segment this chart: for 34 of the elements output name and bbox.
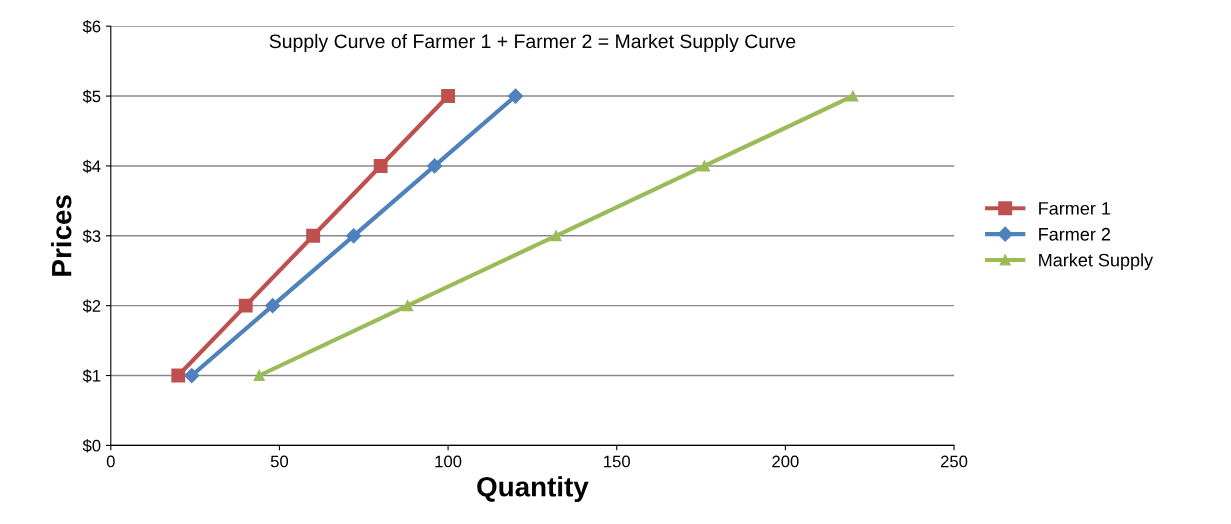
point xyxy=(373,158,388,173)
legend-label: Market Supply xyxy=(1039,253,1154,271)
chart-title: Supply Curve of Farmer 1 + Farmer 2 = Market Supply Curve xyxy=(269,33,796,53)
y-axis-title: Prices xyxy=(51,195,72,276)
point xyxy=(550,230,562,242)
point xyxy=(171,368,186,383)
y-tick-label: $1 xyxy=(82,369,101,383)
x-tick-label: 200 xyxy=(772,455,799,468)
legend-label: Farmer 2 xyxy=(1039,227,1111,241)
point xyxy=(698,160,710,172)
point xyxy=(441,89,456,104)
y-tick-label: $6 xyxy=(82,19,101,34)
y-tick-label: $3 xyxy=(82,229,101,243)
point xyxy=(346,228,362,244)
y-tick-label: $5 xyxy=(82,89,101,104)
point xyxy=(253,369,265,382)
point xyxy=(306,228,321,243)
x-tick-label: 0 xyxy=(106,455,115,468)
point xyxy=(847,90,859,102)
x-tick-label: 250 xyxy=(940,455,968,468)
y-tick-label: $0 xyxy=(82,439,101,453)
x-axis-title: Quantity xyxy=(477,476,589,503)
point xyxy=(184,367,200,384)
x-tick-label: 50 xyxy=(270,455,289,468)
point xyxy=(402,300,414,312)
legend-label: Farmer 1 xyxy=(1039,202,1111,215)
point xyxy=(427,158,443,174)
point xyxy=(265,298,281,314)
y-tick-label: $2 xyxy=(82,299,101,313)
point xyxy=(507,88,524,104)
point xyxy=(238,298,253,313)
y-tick-label: $4 xyxy=(82,159,101,174)
x-tick-label: 100 xyxy=(435,455,462,468)
x-tick-label: 150 xyxy=(604,455,630,468)
